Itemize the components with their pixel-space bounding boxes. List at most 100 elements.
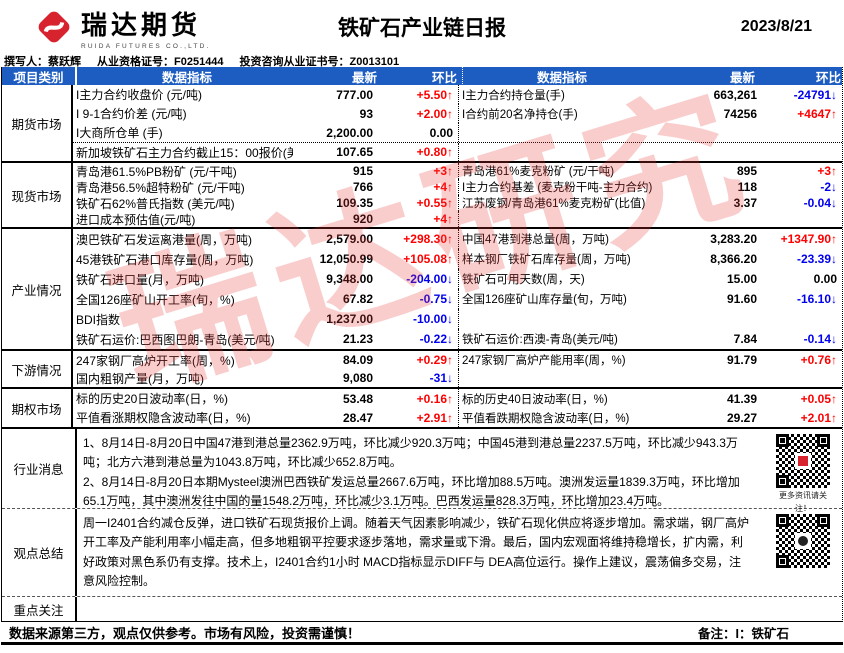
qr-code-icon — [775, 513, 831, 569]
indicator-value: 766 — [352, 180, 373, 194]
indicator-label: 标的历史40日波动率(日，%) — [462, 393, 608, 406]
ruida-logo-icon — [38, 11, 70, 43]
indicator-change: +2.01↑ — [800, 410, 837, 425]
section-industry-news: 行业消息 1、8月14日-8月20日中国47港到港总量2362.9万吨，环比减少… — [2, 429, 842, 513]
indicator-change: -204.00↓ — [391, 269, 459, 289]
indicator-value: 9,348.00 — [326, 272, 373, 286]
indicator-label: 247家钢厂高炉开工率(周，%) — [76, 353, 235, 368]
indicator-change: 0.00 — [813, 272, 837, 286]
author-label: 撰写人：蔡跃辉 — [4, 55, 81, 68]
indicator-value: 777.00 — [336, 87, 373, 102]
table-row: 青岛港61.5%PB粉矿 (元/干吨) 915 +3↑ 青岛港61%麦克粉矿 (元/干… — [73, 163, 842, 179]
table-row: I主力合约收盘价 (元/吨) 777.00 +5.50↑ I主力合约持仓量(手) 663… — [73, 85, 842, 104]
table-row: 平值看涨期权隐含波动率(日，%) 28.47 +2.91↑ 平值看跌期权隐含波动率(日… — [73, 408, 842, 427]
col-header-chg: 环比 — [815, 71, 841, 85]
indicator-label: I大商所仓单 (手) — [76, 126, 163, 140]
section-key-focus: 重点关注 — [2, 597, 842, 622]
indicator-label — [459, 309, 657, 329]
indicator-change: -2↓ — [820, 180, 837, 194]
section-category-label: 行业消息 — [2, 429, 77, 508]
table-body: 期货市场 I主力合约收盘价 (元/吨) 777.00 +5.50↑ I主力合约持仓量(手… — [2, 85, 842, 429]
indicator-value: 28.47 — [342, 410, 373, 425]
indicator-value — [657, 369, 769, 387]
table-row: 铁矿石62%普氏指数 (美元/吨) 109.35 +0.55↑ 江苏废钢/青岛港61%… — [73, 195, 842, 211]
indicator-label: I 9-1合约价差 (元/吨) — [76, 107, 187, 121]
indicator-change: +1347.90↑ — [780, 232, 837, 246]
indicator-value: 93 — [359, 106, 373, 121]
indicator-label: 样本钢厂铁矿石库存量(周，万吨) — [462, 254, 631, 266]
disclaimer-text: 数据来源第三方，观点仅供参考。市场有风险，投资需谨慎！ — [9, 625, 361, 641]
indicator-value: 663,261 — [713, 87, 757, 102]
indicator-value — [657, 309, 769, 329]
indicator-value: 109.35 — [336, 196, 373, 210]
indicator-label: 中国47港到港总量(周，万吨) — [462, 234, 609, 246]
indicator-change: +0.29↑ — [391, 351, 459, 369]
indicator-label: BDI指数 — [76, 312, 121, 327]
table-row: 澳巴铁矿石发运离港量(周，万吨) 2,579.00 +298.30↑ 中国47港到港总… — [73, 229, 842, 249]
indicator-change: +4647↑ — [797, 106, 837, 121]
section-category-label: 重点关注 — [2, 597, 77, 621]
key-focus-content — [77, 597, 842, 621]
page-title: 铁矿石产业链日报 — [338, 17, 506, 40]
indicator-label: 青岛港56.5%超特粉矿 (元/干吨) — [76, 180, 245, 195]
company-logo: 瑞达期货 RUIDA FUTURES CO.,LTD. — [34, 5, 211, 50]
indicator-value: 67.82 — [342, 292, 373, 306]
section-summary: 观点总结 周一I2401合约减仓反弹，进口铁矿石现货报价上调。随着天气因素影响减… — [2, 509, 842, 597]
indicator-change: +2.00↑ — [391, 104, 459, 123]
table-row: 247家钢厂高炉开工率(周，%) 84.09 +0.29↑ 247家钢厂高炉产能用率(… — [73, 351, 842, 369]
indicator-change: +0.80↑ — [391, 143, 459, 161]
table-section: 产业情况 澳巴铁矿石发运离港量(周，万吨) 2,579.00 +298.30↑ 中国47… — [2, 229, 842, 351]
indicator-change — [769, 309, 842, 329]
section-category-label: 现货市场 — [2, 163, 73, 227]
advisory-label: 投资咨询从业证书号：Z0013101 — [239, 55, 400, 68]
indicator-value: 84.09 — [342, 353, 373, 367]
indicator-change: -0.14↓ — [803, 332, 837, 346]
summary-text: 周一I2401合约减仓反弹，进口铁矿石现货报价上调。随着天气因素影响减少，铁矿石… — [83, 516, 750, 589]
indicator-change: -0.75↓ — [391, 289, 459, 309]
indicator-value: 15.00 — [726, 272, 757, 286]
section-category-label: 观点总结 — [2, 509, 77, 596]
indicator-label: 铁矿石运价:巴西图巴朗-青岛(美元/吨) — [76, 332, 275, 347]
indicator-value: 895 — [736, 164, 757, 178]
indicator-change: +2.91↑ — [391, 408, 459, 427]
table-row: I 9-1合约价差 (元/吨) 93 +2.00↑ I合约前20名净持仓(手) 7425… — [73, 104, 842, 123]
indicator-label: 平值看跌期权隐含波动率(日，%) — [462, 412, 630, 425]
indicator-label: 全国126座矿山开工率(旬，%) — [76, 292, 235, 307]
indicator-value — [657, 211, 769, 227]
qr-block — [772, 513, 834, 569]
indicator-value: 91.79 — [726, 353, 757, 367]
table-row: 国内粗钢产量(月，万吨) 9,080 -31↓ — [73, 369, 842, 387]
table-header-row: 项目类别 数据指标 最新 环比 数据指标 最新 环比 — [2, 67, 842, 86]
table-row: 进口成本预估值(元/吨) 920 +4↑ — [73, 211, 842, 227]
table-row: 标的历史20日波动率(日，%) 53.48 +0.16↑ 标的历史40日波动率(日，%… — [73, 389, 842, 408]
indicator-value: 3,283.20 — [710, 232, 757, 246]
report-header: 瑞达期货 RUIDA FUTURES CO.,LTD. 铁矿石产业链日报 202… — [0, 0, 844, 54]
indicator-change: -16.10↓ — [796, 292, 837, 306]
indicator-value: 2,200.00 — [326, 125, 373, 140]
report-footer: 数据来源第三方，观点仅供参考。市场有风险，投资需谨慎！ 备注：I：铁矿石 — [1, 622, 843, 645]
indicator-change: -24791↓ — [793, 87, 837, 102]
table-section: 期货市场 I主力合约收盘价 (元/吨) 777.00 +5.50↑ I主力合约持仓量(手… — [2, 85, 842, 163]
table-row: I大商所仓单 (手) 2,200.00 0.00 — [73, 123, 842, 142]
table-section: 现货市场 青岛港61.5%PB粉矿 (元/干吨) 915 +3↑ 青岛港61%麦克粉矿 … — [2, 163, 842, 229]
author-line: 撰写人：蔡跃辉 从业资格证号：F0251444 投资咨询从业证书号：Z00131… — [4, 54, 844, 68]
indicator-change: +0.55↑ — [391, 195, 459, 211]
table-row: 青岛港56.5%超特粉矿 (元/干吨) 766 +4↑ I主力合约基差 (麦克粉干吨-… — [73, 179, 842, 195]
indicator-change: +0.05↑ — [800, 391, 837, 406]
indicator-label: 45港铁矿石港口库存量(周，万吨) — [76, 252, 254, 267]
col-header-category: 项目类别 — [2, 67, 77, 86]
table-section: 下游情况 247家钢厂高炉开工率(周，%) 84.09 +0.29↑ 247家钢厂高炉产… — [2, 351, 842, 389]
section-category-label: 期权市场 — [2, 389, 73, 427]
news-line: 1、8月14日-8月20日中国47港到港总量2362.9万吨，环比减少920.3… — [83, 436, 738, 470]
indicator-value: 53.48 — [342, 391, 373, 406]
indicator-label — [459, 369, 657, 387]
indicator-change: -0.04↓ — [803, 196, 837, 210]
indicator-value: 107.65 — [336, 145, 373, 159]
qr-caption: 更多资讯请关注！ — [779, 491, 827, 513]
indicator-change: -0.22↓ — [391, 329, 459, 349]
data-table: 项目类别 数据指标 最新 环比 数据指标 最新 环比 期货市场 I主力合约收盘价 … — [1, 67, 843, 622]
table-row: 全国126座矿山开工率(旬，%) 67.82 -0.75↓ 全国126座矿山库存量(旬… — [73, 289, 842, 309]
col-header-latest: 最新 — [351, 71, 377, 85]
indicator-label: 铁矿石进口量(月，万吨) — [76, 272, 204, 287]
